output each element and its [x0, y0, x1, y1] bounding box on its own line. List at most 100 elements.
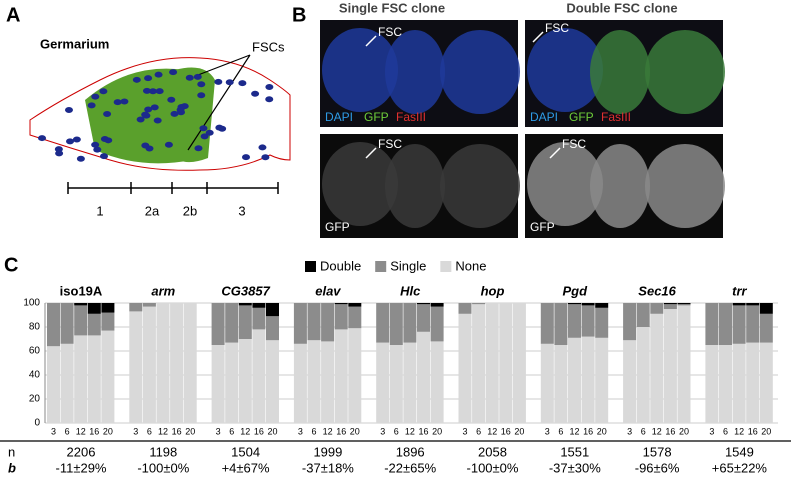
- x-tick-label: 20: [267, 426, 277, 436]
- n-value: 1504: [231, 444, 260, 459]
- bar-segment: [252, 307, 266, 330]
- bar-segment: [225, 303, 239, 343]
- nucleus: [87, 102, 96, 109]
- bar-segment: [759, 342, 773, 423]
- x-tick-label: 16: [336, 426, 346, 436]
- x-tick-label: 3: [133, 426, 138, 436]
- stain-label: DAPI: [530, 110, 558, 124]
- bar-segment: [595, 303, 609, 308]
- nucleus: [150, 104, 159, 111]
- region-label: 1: [96, 203, 103, 218]
- x-tick-label: 3: [627, 426, 632, 436]
- bar-segment: [266, 316, 279, 341]
- x-tick-label: 3: [380, 426, 385, 436]
- bar-segment: [389, 303, 403, 345]
- legend-label: None: [455, 258, 486, 273]
- bar-segment: [719, 345, 732, 423]
- group-title: trr: [732, 283, 747, 298]
- bar-segment: [321, 341, 335, 423]
- bar-segment: [129, 303, 143, 312]
- bar-segment: [663, 303, 677, 305]
- nucleus: [55, 150, 64, 157]
- bar-segment: [554, 345, 568, 423]
- bar-segment: [307, 303, 321, 341]
- bar-segment: [142, 306, 156, 423]
- x-tick-label: 16: [254, 426, 264, 436]
- nucleus: [93, 146, 102, 153]
- x-tick-label: 6: [394, 426, 399, 436]
- x-tick-label: 16: [501, 426, 511, 436]
- x-tick-label: 6: [476, 426, 481, 436]
- n-value: 1198: [149, 444, 177, 459]
- bar-segment: [568, 303, 581, 305]
- nucleus: [142, 87, 151, 94]
- nucleus: [197, 92, 206, 99]
- bar-segment: [101, 312, 115, 331]
- x-tick-label: 3: [51, 426, 56, 436]
- bar-segment: [403, 342, 417, 423]
- bar-segment: [663, 304, 677, 309]
- x-tick-label: 6: [147, 426, 152, 436]
- bar-segment: [581, 305, 595, 337]
- nucleus: [242, 154, 251, 161]
- bar-segment: [732, 343, 746, 423]
- panel-label: B: [292, 4, 306, 26]
- nucleus: [155, 88, 164, 95]
- group-title: Sec16: [638, 283, 676, 298]
- nucleus: [76, 155, 85, 162]
- group-title: iso19A: [60, 283, 103, 298]
- b-value: +65±22%: [712, 460, 768, 475]
- bar-segment: [238, 303, 252, 306]
- bar-segment: [581, 336, 595, 423]
- n-value: 2206: [67, 444, 96, 459]
- b-value: +4±67%: [222, 460, 270, 475]
- nucleus: [132, 76, 141, 83]
- group-title: hop: [481, 283, 505, 298]
- nucleus: [136, 116, 145, 123]
- bar-segment: [252, 303, 266, 308]
- panel-title: Germarium: [40, 36, 109, 51]
- y-tick-label: 60: [29, 346, 41, 357]
- nucleus: [200, 133, 209, 140]
- y-tick-label: 40: [29, 370, 41, 381]
- germarium-diagram: [29, 54, 291, 171]
- channel-label: GFP: [530, 220, 555, 234]
- x-tick-label: 12: [405, 426, 415, 436]
- bar-segment: [540, 343, 554, 423]
- bar-segment: [87, 313, 101, 336]
- bar-segment: [595, 307, 609, 338]
- x-tick-label: 12: [487, 426, 497, 436]
- x-tick-label: 20: [103, 426, 113, 436]
- cell-cluster: [527, 28, 603, 112]
- nucleus: [164, 141, 173, 148]
- cell-cluster: [440, 30, 520, 114]
- x-tick-label: 3: [462, 426, 467, 436]
- n-value: 1896: [396, 444, 425, 459]
- arrow: [549, 147, 561, 159]
- x-tick-label: 16: [583, 426, 593, 436]
- bar-segment: [60, 303, 74, 344]
- n-value: 1551: [560, 444, 589, 459]
- b-value: -22±65%: [384, 460, 436, 475]
- legend-swatch: [440, 261, 452, 272]
- y-tick-label: 0: [34, 418, 40, 429]
- nucleus: [258, 144, 267, 151]
- cell-cluster: [385, 30, 445, 114]
- bar-segment: [623, 303, 637, 341]
- bar-segment: [417, 303, 430, 305]
- nucleus: [113, 99, 122, 106]
- bar-segment: [87, 335, 101, 423]
- x-tick-label: 12: [569, 426, 579, 436]
- bar-segment: [170, 303, 184, 423]
- b-value: -11±29%: [56, 460, 107, 475]
- nucleus: [214, 78, 223, 85]
- bar-segment: [677, 305, 691, 423]
- nucleus: [99, 88, 108, 95]
- nucleus: [144, 106, 153, 113]
- bar-segment: [705, 303, 719, 345]
- cell-cluster: [440, 144, 520, 228]
- nucleus: [225, 79, 234, 86]
- nucleus: [265, 96, 274, 103]
- bar-segment: [458, 303, 472, 314]
- x-tick-label: 3: [216, 426, 221, 436]
